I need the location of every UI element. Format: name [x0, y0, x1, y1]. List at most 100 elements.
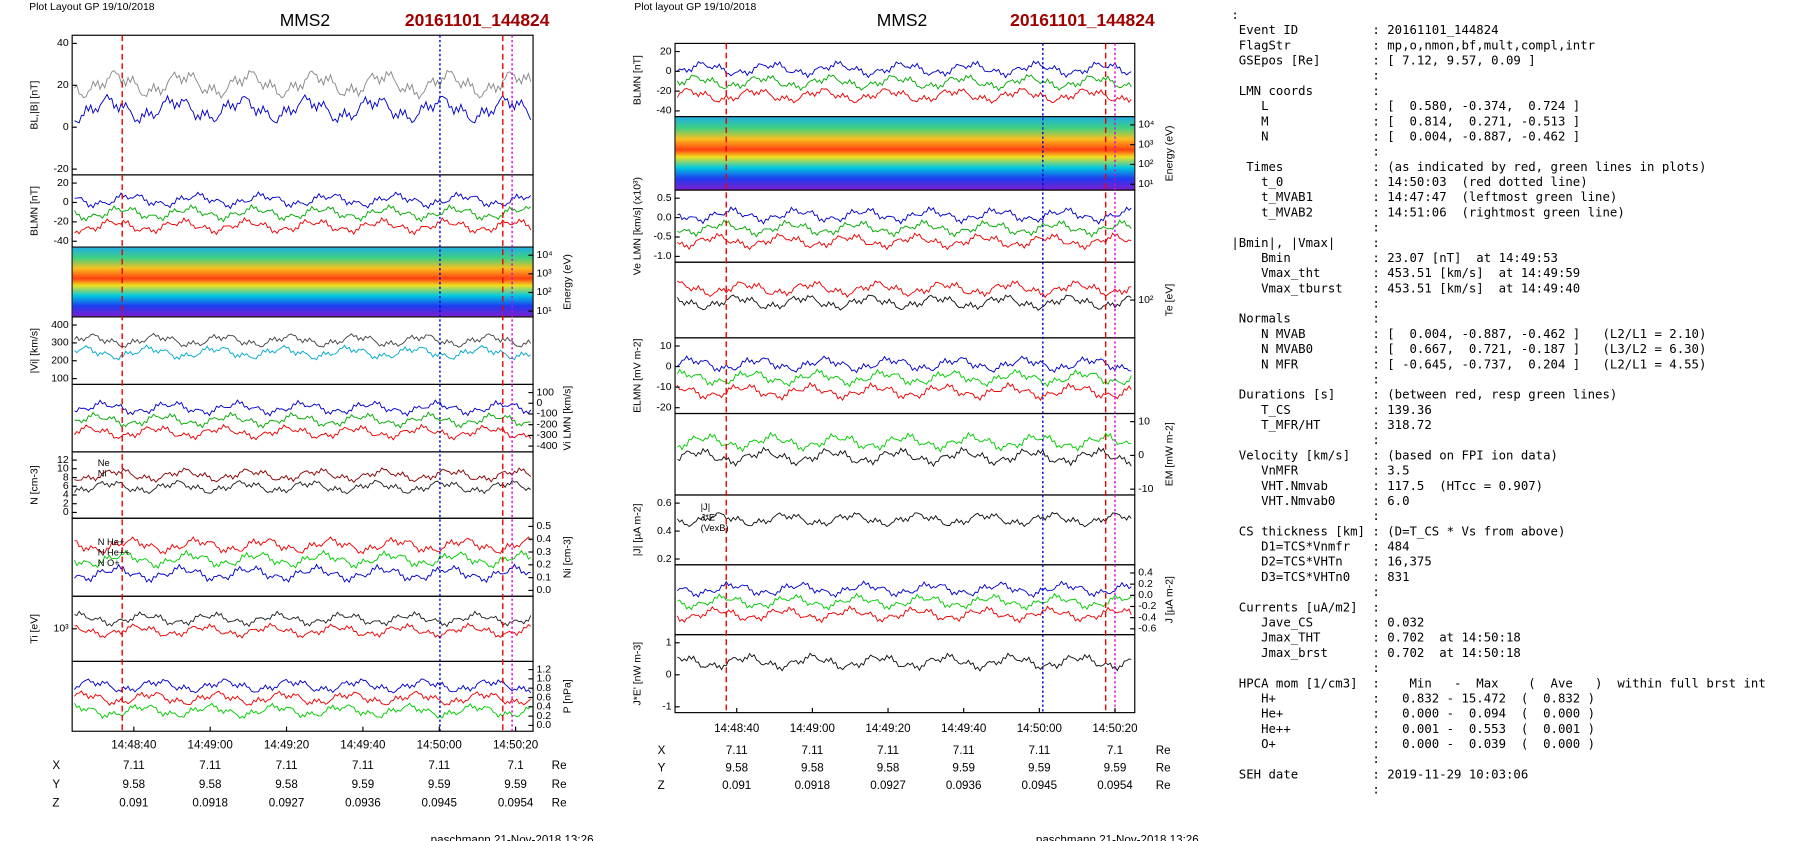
position-cell: 9.58 [123, 778, 146, 791]
trace [74, 423, 532, 441]
plot-header: Plot layout GP 19/10/2018 [634, 2, 756, 13]
trace [677, 280, 1132, 299]
y-tick-label: 0.0 [537, 585, 552, 596]
report-line: N MFR : [ -0.645, -0.737, 0.204 ] (L2/L1… [1231, 357, 1706, 371]
y-tick-label: 0 [537, 398, 543, 409]
report-line: Bmin : 23.07 [nT] at 14:49:53 [1231, 251, 1558, 265]
x-tick-label: 14:48:40 [714, 722, 760, 735]
spacecraft: MMS2 [280, 10, 330, 30]
y-tick-label: 200 [51, 356, 69, 367]
x-tick-label: 14:50:20 [1092, 722, 1138, 735]
legend-entry: Ne [98, 458, 110, 468]
report-line: VHT.Nmvab : 117.5 (HTcc = 0.907) [1231, 479, 1543, 493]
y-tick-label: 10² [1138, 295, 1154, 306]
y-tick-label: -200 [537, 419, 558, 430]
y-axis-label: BLMN [nT] [30, 186, 41, 236]
panel-frame [674, 564, 1136, 636]
position-cell: 7.11 [123, 759, 145, 772]
y-tick-label: 20 [57, 80, 69, 91]
y-axis-label: Energy (eV) [1164, 125, 1175, 181]
report-line: : [1231, 221, 1379, 235]
trace [74, 216, 532, 236]
x-tick-label: 14:49:20 [264, 738, 310, 751]
legend-entry: N He+ [98, 537, 125, 547]
y-tick-label: 0.4 [657, 526, 672, 537]
position-cell: 0.0954 [498, 796, 534, 809]
position-cell: 0.091 [119, 796, 148, 809]
trace [74, 93, 532, 124]
y-tick-label: 12 [57, 455, 69, 466]
y-tick-label: 0.4 [537, 534, 552, 545]
trace [677, 219, 1132, 238]
panel-frame [71, 595, 534, 663]
trace [74, 536, 532, 555]
y-tick-label: 10³ [1138, 139, 1154, 150]
report-line: : [1231, 509, 1379, 523]
y-tick-label: 0.2 [537, 560, 552, 571]
report-line: H+ : 0.832 - 15.472 ( 0.832 ) [1231, 691, 1595, 705]
report-line: HPCA mom [1/cm3] : Min - Max ( Ave ) wit… [1231, 676, 1765, 690]
y-tick-label: -1.0 [654, 251, 672, 262]
y-tick-label: 0 [1138, 450, 1144, 461]
position-cell: 0.0945 [1022, 779, 1058, 792]
y-tick-label: 0 [666, 361, 672, 372]
y-axis-label: BL,|B| [nT] [30, 80, 41, 129]
report-line: : [1231, 752, 1379, 766]
y-tick-label: -0.4 [1138, 612, 1156, 623]
y-tick-label: -0.5 [654, 232, 672, 243]
y-tick-label: 0.4 [537, 702, 552, 713]
trace [677, 431, 1132, 453]
y-tick-label: 0.2 [657, 554, 672, 565]
report-line: T_CS : 139.36 [1231, 403, 1431, 417]
report-line: : [1231, 661, 1379, 675]
position-cell: 7.11 [199, 759, 221, 772]
trace [74, 344, 531, 361]
position-cell: Z [52, 796, 59, 809]
report-line: Times : (as indicated by red, green line… [1231, 160, 1706, 174]
trace [677, 592, 1132, 611]
y-tick-label: -1 [662, 702, 671, 713]
report-line: LMN coords : [1231, 84, 1379, 98]
report-line: O+ : 0.000 - 0.039 ( 0.000 ) [1231, 737, 1595, 751]
y-tick-label: 0 [666, 670, 672, 681]
legend-entry: J*E' [701, 513, 717, 523]
y-tick-label: 0 [63, 197, 69, 208]
y-tick-label: 0.3 [537, 547, 552, 558]
trace [74, 622, 532, 639]
trace [676, 605, 1132, 624]
position-cell: 7.11 [428, 759, 450, 772]
position-cell: 0.0954 [1097, 779, 1133, 792]
trace [74, 191, 532, 210]
trace [74, 690, 532, 706]
y-tick-label: 20 [57, 178, 69, 189]
panel-frame [674, 634, 1136, 714]
report-line: VHT.Nmvab0 : 6.0 [1231, 494, 1409, 508]
y-axis-label: Vi LMN [km/s] [563, 386, 574, 451]
position-cell: 9.59 [1028, 762, 1051, 775]
report-line: VnMFR : 3.5 [1231, 464, 1409, 478]
y-tick-label: 0.2 [537, 711, 552, 722]
y-tick-label: 1.2 [537, 664, 552, 675]
report-line: : [1231, 8, 1238, 22]
report-line: : [1231, 585, 1379, 599]
report-line: Event ID : 20161101_144824 [1231, 23, 1498, 37]
y-tick-label: -400 [537, 441, 558, 452]
panel-frame [674, 337, 1136, 415]
y-tick-label: 8 [63, 472, 69, 483]
legend-entry: N He++ [98, 548, 130, 558]
y-axis-label: Ni [cm-3] [563, 536, 574, 578]
y-tick-label: 0 [63, 507, 69, 518]
position-cell: 9.58 [199, 778, 222, 791]
trace [677, 580, 1132, 598]
position-cell: 0.0945 [421, 796, 457, 809]
y-tick-label: 10 [57, 464, 69, 475]
report-line: Vmax_tburst : 453.51 [km/s] at 14:49:40 [1231, 281, 1580, 295]
position-cell: Re [1156, 762, 1171, 775]
y-tick-label: 4 [63, 490, 69, 501]
y-tick-label: 0.1 [537, 572, 552, 583]
position-cell: 9.58 [725, 762, 748, 775]
report-line: D3=TCS*VHTn0 : 831 [1231, 570, 1409, 584]
y-tick-label: 0.5 [537, 521, 552, 532]
position-cell: Re [552, 759, 567, 772]
